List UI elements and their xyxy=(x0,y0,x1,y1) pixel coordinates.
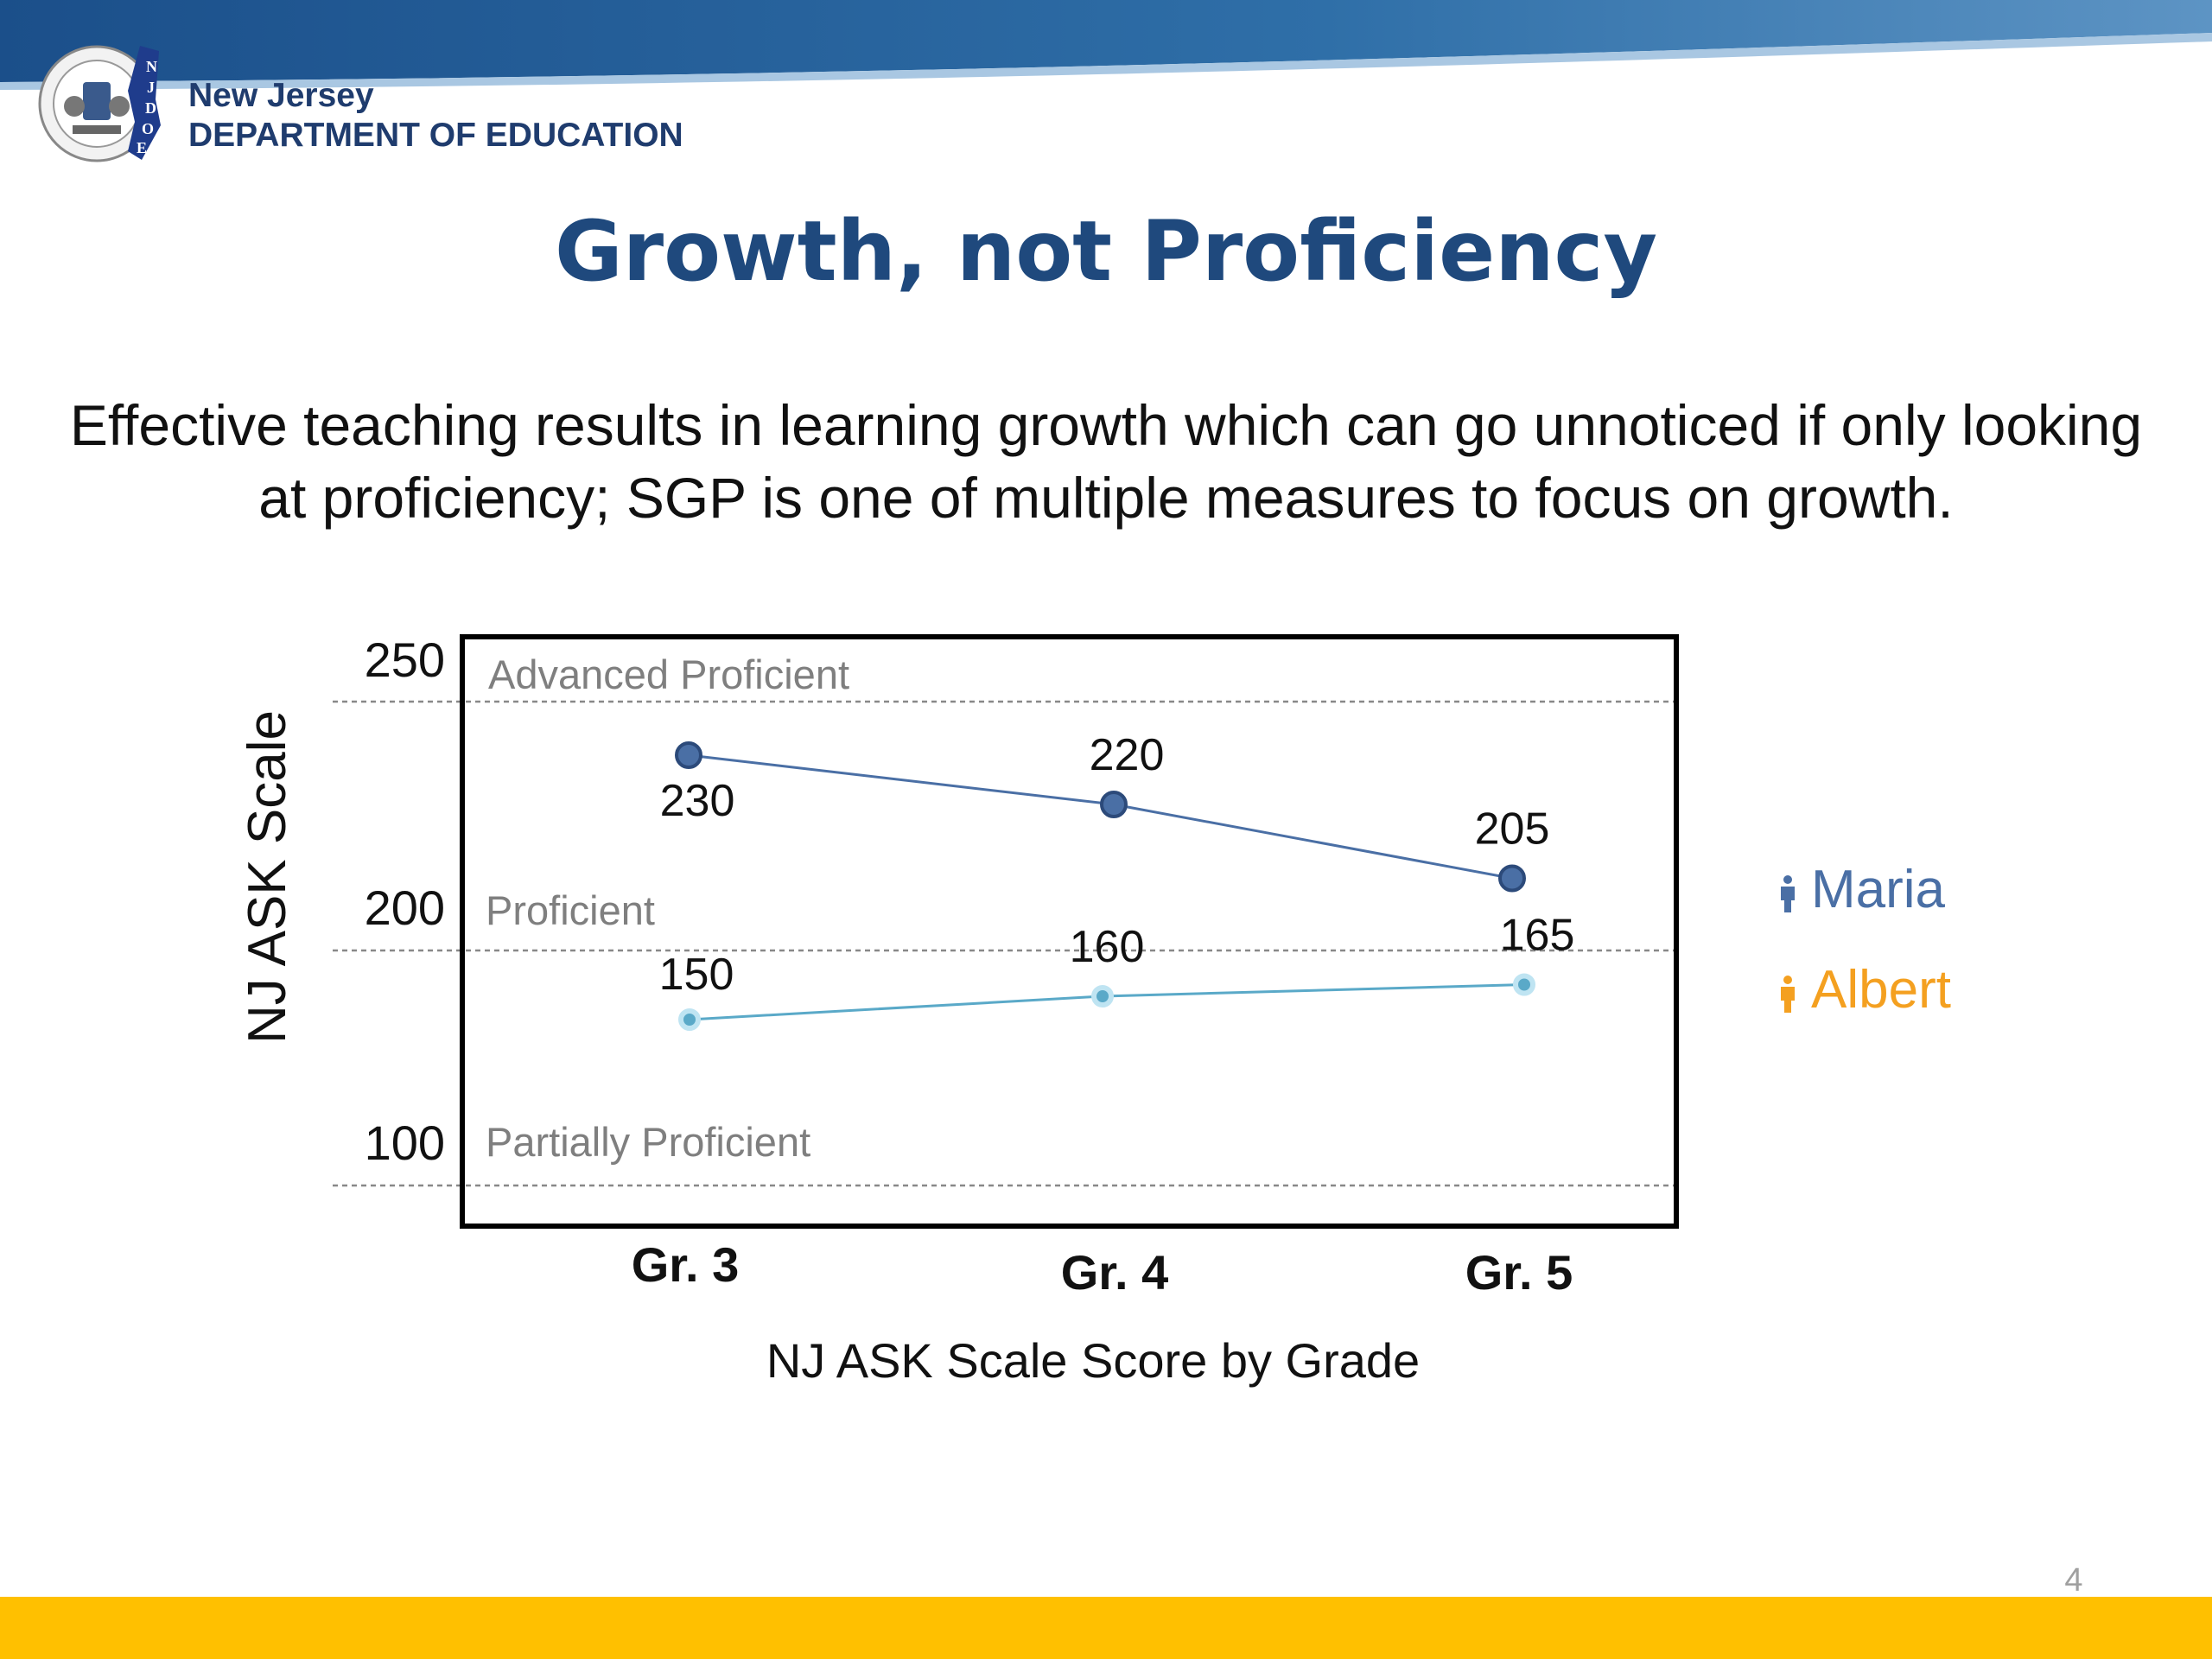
data-label-maria: 230 xyxy=(660,776,735,826)
band-label-advanced: Advanced Proficient xyxy=(488,652,849,697)
band-label-partial: Partially Proficient xyxy=(486,1119,810,1165)
svg-text:E: E xyxy=(137,139,147,156)
y-tick-100: 100 xyxy=(365,1116,445,1170)
legend-label-maria: Maria xyxy=(1811,860,1946,919)
footer-band xyxy=(0,1597,2212,1659)
legend-label-albert: Albert xyxy=(1811,960,1951,1020)
nj-seal-logo: N J D O E xyxy=(38,45,161,162)
slide-body-text: Effective teaching results in learning g… xyxy=(69,393,2143,530)
data-point-albert xyxy=(1091,985,1114,1007)
svg-text:O: O xyxy=(142,120,154,137)
data-point-maria xyxy=(1498,864,1526,893)
data-point-maria xyxy=(1100,791,1128,818)
org-name-line1: New Jersey xyxy=(188,77,374,114)
data-label-maria: 205 xyxy=(1475,804,1550,855)
person-icon xyxy=(1781,874,1795,912)
slide-title: Growth, not Proficiency xyxy=(554,203,1658,300)
svg-text:J: J xyxy=(147,79,155,96)
y-tick-250: 250 xyxy=(365,632,445,687)
data-label-albert: 150 xyxy=(659,950,734,1000)
person-icon xyxy=(1781,975,1795,1013)
legend-item-albert: Albert xyxy=(1778,959,1951,1020)
svg-text:D: D xyxy=(145,99,156,117)
y-axis-label: NJ ASK Scale xyxy=(238,710,297,1044)
x-tick-gr5: Gr. 5 xyxy=(1465,1245,1573,1300)
org-name-line2: DEPARTMENT OF EDUCATION xyxy=(188,117,683,154)
data-point-maria xyxy=(675,741,702,769)
data-label-albert: 165 xyxy=(1500,911,1575,961)
data-label-albert: 160 xyxy=(1070,922,1145,972)
x-axis-label: NJ ASK Scale Score by Grade xyxy=(766,1333,1420,1388)
org-name: New Jersey DEPARTMENT OF EDUCATION xyxy=(188,76,683,156)
band-label-proficient: Proficient xyxy=(486,887,655,933)
svg-text:N: N xyxy=(146,58,157,75)
legend-item-maria: Maria xyxy=(1778,859,1945,920)
data-point-albert xyxy=(678,1008,701,1031)
plot-frame xyxy=(460,634,1679,1229)
data-point-albert xyxy=(1513,973,1535,996)
page-number: 4 xyxy=(2064,1562,2083,1599)
header-band xyxy=(0,0,2212,90)
series-layer: 230 220 205 150 160 165 xyxy=(659,730,1575,1031)
y-tick-200: 200 xyxy=(365,880,445,935)
data-label-maria: 220 xyxy=(1090,730,1165,780)
x-tick-gr3: Gr. 3 xyxy=(632,1237,740,1292)
x-tick-gr4: Gr. 4 xyxy=(1061,1245,1169,1300)
